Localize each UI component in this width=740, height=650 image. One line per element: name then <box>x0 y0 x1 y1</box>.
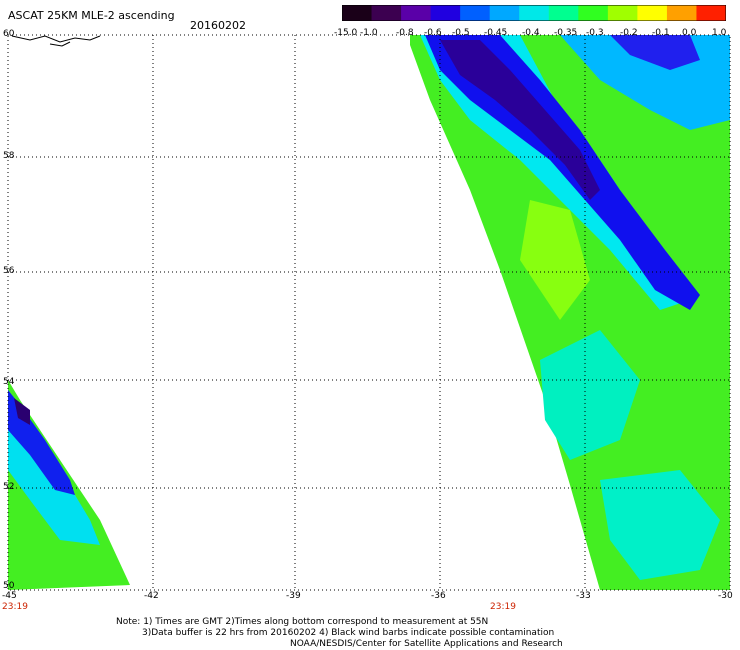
colorbar-cell <box>696 5 726 21</box>
colorbar-label: -1.0 <box>360 28 378 38</box>
colorbar-label: -0.3 <box>586 28 604 38</box>
colorbar-label: -0.2 <box>620 28 638 38</box>
colorbar-cell <box>607 5 638 21</box>
plot-frame <box>7 34 731 591</box>
lon-label: -45 <box>2 591 17 601</box>
swath-west-core <box>14 398 30 425</box>
map-title: ASCAT 25KM MLE-2 ascending <box>8 9 175 22</box>
colorbar-cell <box>430 5 461 21</box>
map-date: 20160202 <box>190 19 246 32</box>
footer-note-2: 3)Data buffer is 22 hrs from 20160202 4)… <box>142 628 555 638</box>
colorbar-cell <box>548 5 579 21</box>
time-label: 23:19 <box>2 602 28 612</box>
coastline <box>11 35 101 47</box>
swath-east-mid-cyan <box>540 330 640 460</box>
lon-label: -42 <box>144 591 159 601</box>
swath-east-blue <box>425 35 700 310</box>
lat-label: 60 <box>3 29 15 39</box>
colorbar-cell <box>371 5 402 21</box>
footer-note-1: Note: 1) Times are GMT 2)Times along bot… <box>116 617 489 627</box>
colorbar-cell <box>342 5 373 21</box>
colorbar-label: -15.0 <box>334 28 358 38</box>
lat-label: 54 <box>3 377 15 387</box>
time-label: 23:19 <box>490 602 516 612</box>
colorbar-cell <box>519 5 550 21</box>
colorbar-label: 0.0 <box>682 28 697 38</box>
lon-label: -36 <box>431 591 446 601</box>
colorbar-cell <box>666 5 697 21</box>
colorbar-cell <box>460 5 491 21</box>
lat-label: 56 <box>3 266 15 276</box>
lon-label: -30 <box>718 591 733 601</box>
swath-east-ne-blue <box>610 35 700 70</box>
colorbar <box>342 5 726 21</box>
colorbar-label: 1.0 <box>712 28 727 38</box>
colorbar-label: -0.35 <box>554 28 578 38</box>
colorbar-cell <box>637 5 668 21</box>
lat-label: 58 <box>3 151 15 161</box>
colorbar-label: -0.5 <box>452 28 470 38</box>
lon-label: -33 <box>576 591 591 601</box>
colorbar-label: -0.4 <box>522 28 540 38</box>
lat-label: 52 <box>3 482 15 492</box>
colorbar-cell <box>401 5 432 21</box>
colorbar-label: -0.45 <box>484 28 508 38</box>
grid <box>8 35 730 590</box>
swath-east-core <box>440 40 600 200</box>
lat-label: 50 <box>3 581 15 591</box>
footer-note-3: NOAA/NESDIS/Center for Satellite Applica… <box>290 639 563 649</box>
colorbar-label: -0.6 <box>424 28 442 38</box>
swath-east <box>410 35 730 590</box>
swath-east-low-cyan <box>600 470 720 580</box>
colorbar-cell <box>489 5 520 21</box>
swath-east-lime <box>520 200 590 320</box>
colorbar-cell <box>578 5 609 21</box>
colorbar-label: -0.1 <box>652 28 670 38</box>
lon-label: -39 <box>286 591 301 601</box>
colorbar-label: -0.8 <box>396 28 414 38</box>
